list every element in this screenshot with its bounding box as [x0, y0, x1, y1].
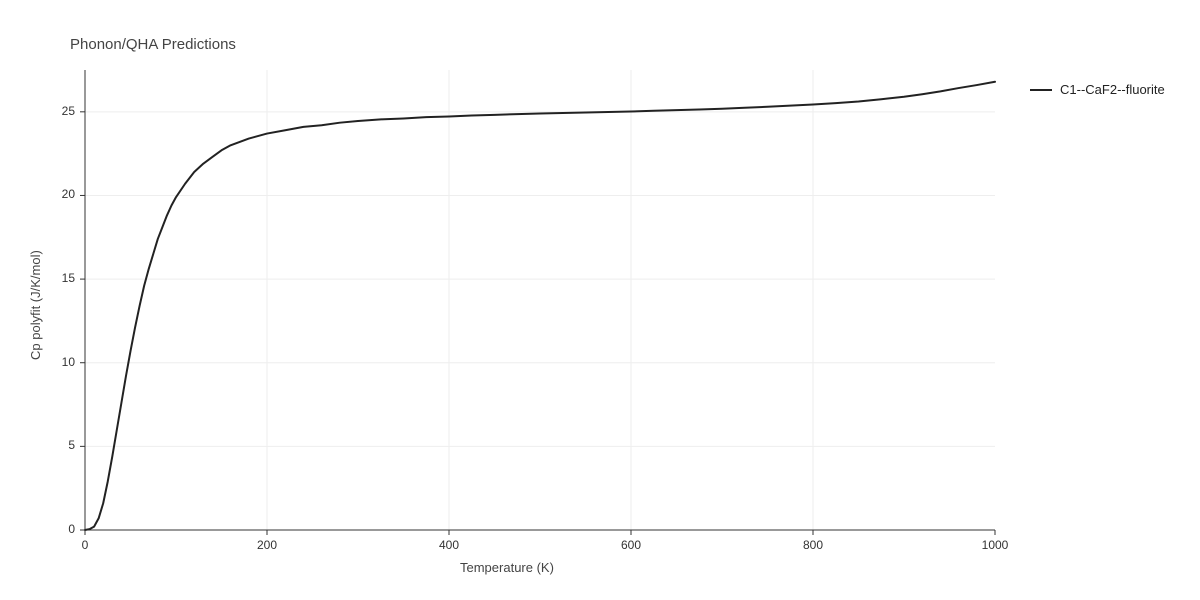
y-tick-label: 0: [35, 522, 75, 536]
y-tick-label: 25: [35, 104, 75, 118]
y-tick-label: 5: [35, 438, 75, 452]
y-tick-label: 15: [35, 271, 75, 285]
x-tick-label: 800: [788, 538, 838, 552]
x-tick-label: 600: [606, 538, 656, 552]
line-chart: [0, 0, 1200, 600]
x-tick-label: 200: [242, 538, 292, 552]
x-tick-label: 0: [60, 538, 110, 552]
x-tick-label: 400: [424, 538, 474, 552]
y-tick-label: 20: [35, 187, 75, 201]
x-tick-label: 1000: [970, 538, 1020, 552]
y-tick-label: 10: [35, 355, 75, 369]
